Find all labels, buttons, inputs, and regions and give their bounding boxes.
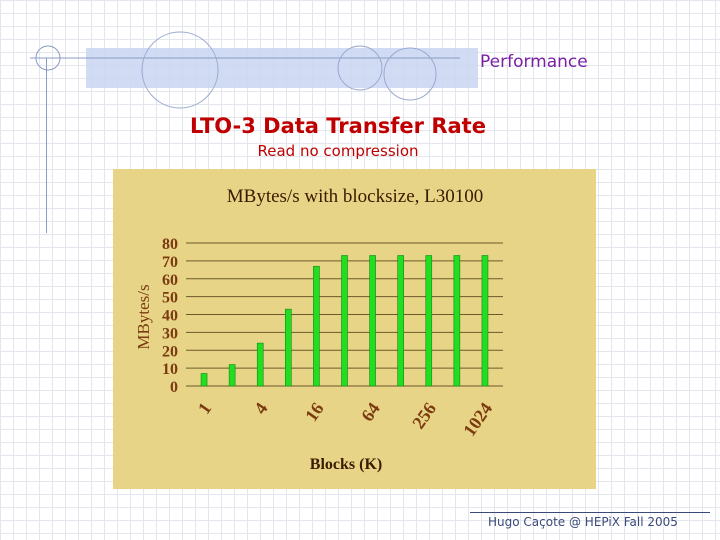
bar xyxy=(481,255,489,387)
slide-subtitle: Read no compression xyxy=(257,142,419,160)
slide-title: LTO-3 Data Transfer Rate xyxy=(190,114,486,138)
y-tick-label: 50 xyxy=(162,290,178,307)
bar xyxy=(313,265,320,387)
y-tick-label: 10 xyxy=(162,361,178,378)
y-tick-label: 20 xyxy=(162,343,178,360)
y-tick-label: 80 xyxy=(162,236,178,253)
bar xyxy=(397,255,404,387)
y-tick-label: 60 xyxy=(162,272,178,289)
bar xyxy=(256,342,264,387)
y-tick-label: 0 xyxy=(170,379,178,396)
x-tick-label: 1024 xyxy=(459,399,496,440)
footer-credit: Hugo Caçote @ HEPiX Fall 2005 xyxy=(488,515,678,529)
section-label: Performance xyxy=(480,52,588,72)
chart-title: MBytes/s with blocksize, L30100 xyxy=(227,186,483,207)
left-rule xyxy=(46,58,47,233)
chart-panel: MBytes/s with blocksize, L30100 MBytes/s… xyxy=(113,169,596,489)
x-tick-label: 4 xyxy=(250,399,272,418)
bar xyxy=(425,255,433,387)
y-tick-label: 30 xyxy=(162,325,178,342)
x-tick-label: 16 xyxy=(301,399,328,425)
y-tick-label: 70 xyxy=(162,254,178,271)
bar-chart: MBytes/s with blocksize, L30100 MBytes/s… xyxy=(134,186,503,473)
x-tick-label: 1 xyxy=(194,399,216,418)
y-axis-label: MBytes/s xyxy=(134,284,153,349)
bar xyxy=(285,308,292,387)
bar xyxy=(369,255,376,387)
header-banner xyxy=(86,48,478,88)
x-tick-label: 64 xyxy=(357,399,384,425)
bar xyxy=(228,364,236,387)
bar xyxy=(341,255,348,387)
y-tick-label: 40 xyxy=(162,308,178,325)
decorative-circles xyxy=(30,31,460,109)
bar xyxy=(453,255,461,387)
x-axis-label: Blocks (K) xyxy=(310,456,382,473)
bar xyxy=(200,373,208,387)
x-tick-label: 256 xyxy=(408,399,440,433)
footer-rule xyxy=(470,512,710,513)
